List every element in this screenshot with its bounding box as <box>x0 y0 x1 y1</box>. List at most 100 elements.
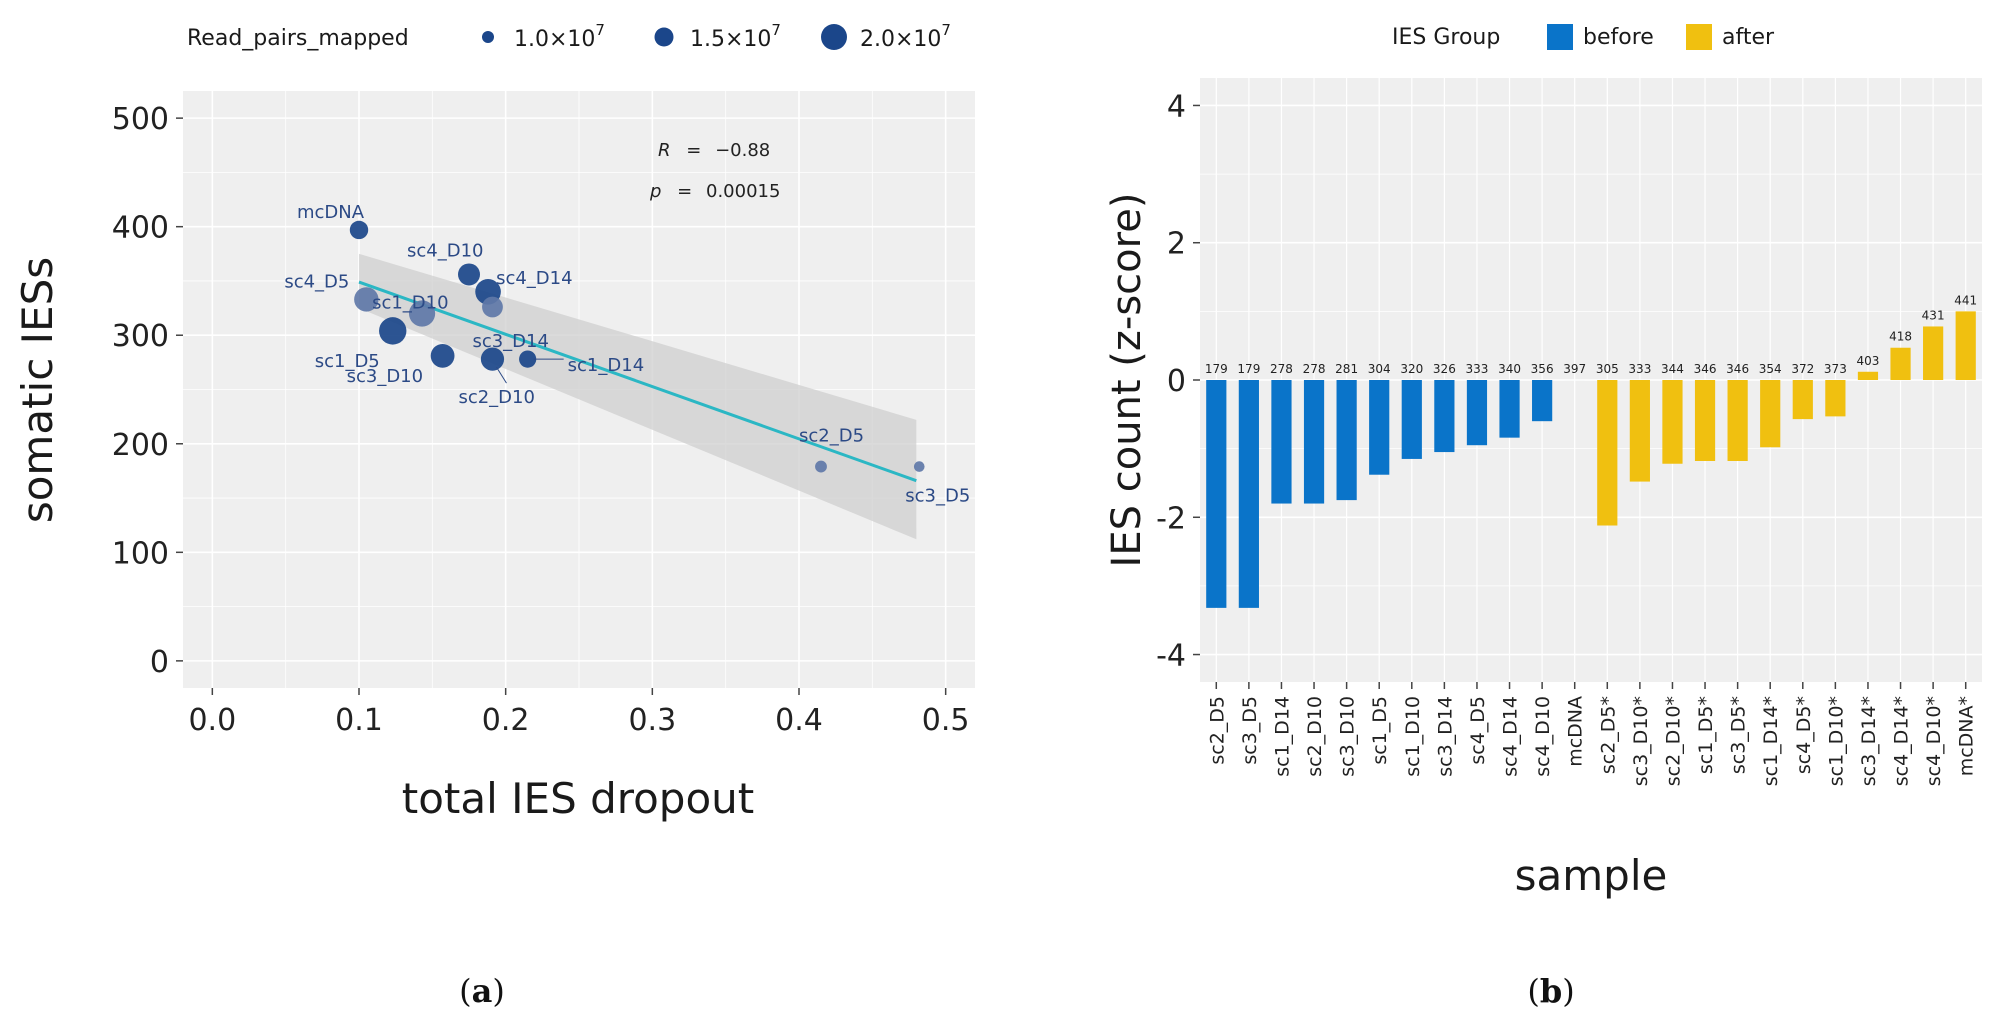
bar-data-label: 305 <box>1596 362 1619 376</box>
bar <box>1792 380 1813 420</box>
scatter-x-tick-label: 0.1 <box>335 703 383 738</box>
bar-data-label: 333 <box>1466 362 1489 376</box>
bar <box>1727 380 1748 461</box>
bar-data-label: 346 <box>1694 362 1717 376</box>
scatter-point <box>408 300 436 327</box>
bar-data-label: 397 <box>1563 362 1586 376</box>
point-label: sc3_D14 <box>472 331 549 352</box>
caption-a: (a) <box>459 972 505 1010</box>
point-label: sc2_D10 <box>458 387 535 408</box>
bar <box>1662 380 1683 464</box>
bar-y-tick-label: -2 <box>1156 501 1186 536</box>
scatter-point <box>913 461 925 472</box>
scatter-x-tick-label: 0.0 <box>188 703 236 738</box>
bar <box>1532 380 1553 422</box>
scatter-point <box>430 343 455 368</box>
bar <box>1923 326 1944 380</box>
bar-data-label: 344 <box>1661 362 1684 376</box>
bar <box>1401 380 1422 459</box>
scatter-y-tick-label: 100 <box>112 536 169 571</box>
point-label: sc1_D10 <box>372 293 449 314</box>
bar-data-label: 354 <box>1759 362 1782 376</box>
legend-label-before: before <box>1583 25 1654 50</box>
scatter-x-tick-label: 0.4 <box>775 703 823 738</box>
legend-label-after: after <box>1722 25 1775 50</box>
point-label: sc4_D10 <box>407 240 484 261</box>
group-legend-title: IES Group <box>1392 25 1500 50</box>
bar-x-tick-label: sc4_D10* <box>1923 696 1945 786</box>
bar-data-label: 179 <box>1205 362 1228 376</box>
bar-data-label: 304 <box>1368 362 1391 376</box>
bar <box>1760 380 1781 448</box>
bar-data-label: 373 <box>1824 362 1847 376</box>
bar-x-tick-label: sc4_D5* <box>1793 696 1815 774</box>
size-legend-label: 1.5×107 <box>690 21 781 52</box>
scatter-x-tick-label: 0.3 <box>628 703 676 738</box>
bar <box>1336 380 1357 501</box>
point-label: mcDNA <box>297 202 365 223</box>
bar-x-axis-title: sample <box>1515 851 1668 900</box>
scatter-x-axis-title: total IES dropout <box>402 774 754 823</box>
p-value: 0.00015 <box>706 181 780 202</box>
bar-data-label: 431 <box>1922 308 1945 322</box>
bar-data-label: 340 <box>1498 362 1521 376</box>
bar-x-tick-label: sc3_D10 <box>1337 696 1359 777</box>
bar <box>1597 380 1618 526</box>
bar-x-tick-label: mcDNA* <box>1956 696 1978 776</box>
scatter-point <box>519 350 537 368</box>
scatter-point <box>482 296 503 318</box>
size-legend-circle <box>482 31 494 43</box>
bar <box>1499 380 1520 438</box>
scatter-y-tick-label: 0 <box>150 645 169 680</box>
bar <box>1629 380 1650 482</box>
bar <box>1271 380 1292 504</box>
bar-x-tick-label: sc1_D14 <box>1271 696 1293 777</box>
size-legend-circle <box>821 24 847 50</box>
bar <box>1206 380 1227 608</box>
bar <box>1466 380 1488 446</box>
bar-data-label: 326 <box>1433 362 1456 376</box>
point-label: sc1_D5 <box>315 351 380 372</box>
bar-x-tick-label: sc4_D14 <box>1500 696 1522 777</box>
bar-data-label: 418 <box>1889 330 1912 344</box>
bar-x-tick-label: sc1_D10* <box>1825 696 1847 786</box>
scatter-y-tick-label: 300 <box>112 319 169 354</box>
point-label: sc4_D5 <box>284 271 349 292</box>
bar-panel: IES Group before after 179 179 278 278 281 30… <box>1104 24 1982 1010</box>
bar <box>1303 380 1325 504</box>
size-legend-title: Read_pairs_mapped <box>187 26 409 51</box>
r-label: R <box>658 140 671 161</box>
scatter-point <box>815 460 827 473</box>
bar-x-tick-label: sc4_D5 <box>1467 696 1489 765</box>
bar-x-tick-label: sc4_D14* <box>1891 696 1913 786</box>
size-legend: Read_pairs_mapped 1.0×107 1.5×107 2.0×107 <box>187 21 951 52</box>
bar-x-tick-label: sc4_D10 <box>1532 696 1554 777</box>
legend-swatch-before <box>1547 24 1573 50</box>
confidence-band <box>359 253 917 540</box>
scatter-x-tick-label: 0.5 <box>922 703 970 738</box>
point-label: sc3_D10 <box>347 366 424 387</box>
bar-x-tick-label: mcDNA <box>1565 696 1587 767</box>
bar <box>1238 380 1259 608</box>
bar-x-tick-label: sc3_D14* <box>1858 696 1880 786</box>
bar-data-label: 403 <box>1857 354 1880 368</box>
scatter-x-tick-label: 0.2 <box>482 703 530 738</box>
bar-y-tick-label: 0 <box>1167 364 1186 399</box>
bar-data-label: 278 <box>1303 362 1326 376</box>
scatter-point <box>458 263 480 286</box>
bar-x-tick-label: sc1_D14* <box>1760 696 1782 786</box>
size-legend-label: 1.0×107 <box>514 21 605 52</box>
bar-data-label: 278 <box>1270 362 1293 376</box>
point-label: sc3_D5 <box>905 486 970 507</box>
scatter-y-tick-label: 400 <box>112 211 169 246</box>
label-leader-line <box>496 366 507 384</box>
bar-data-label: 320 <box>1400 362 1423 376</box>
bar <box>1955 311 1976 380</box>
bar-y-axis-title: IES count (z-score) <box>1104 193 1150 568</box>
legend-swatch-after <box>1686 24 1712 50</box>
bar-y-tick-label: 2 <box>1167 227 1186 262</box>
scatter-y-axis-title: somatic IESs <box>13 257 62 523</box>
group-legend: IES Group before after <box>1392 24 1775 50</box>
bar <box>1434 380 1455 453</box>
